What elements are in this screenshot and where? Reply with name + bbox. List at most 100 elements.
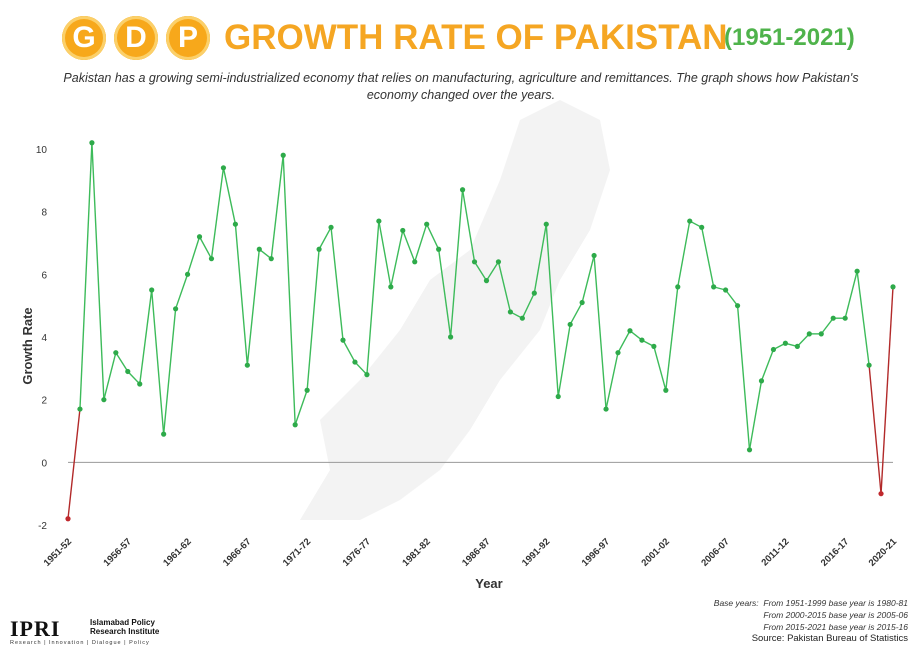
data-point	[687, 218, 693, 224]
data-point	[711, 284, 717, 290]
data-point	[232, 221, 238, 227]
data-point	[854, 268, 860, 274]
series-segment	[366, 221, 380, 375]
badge-letter-g: G	[72, 21, 96, 54]
series-segment	[665, 286, 679, 391]
data-point	[184, 271, 191, 277]
logo-name: Islamabad Policy Research Institute	[90, 618, 159, 636]
series-segment	[569, 302, 583, 325]
data-point	[842, 315, 848, 321]
series-segment	[701, 227, 715, 288]
x-tick-label: 2001-02	[640, 536, 672, 568]
data-point	[424, 221, 430, 227]
series-segment	[844, 271, 858, 319]
d-badge: D	[114, 16, 158, 60]
x-tick-label: 1981-82	[400, 536, 432, 568]
series-segment	[150, 289, 165, 435]
data-point	[65, 516, 71, 522]
series-segment	[246, 249, 261, 366]
data-point	[459, 187, 466, 193]
data-point	[364, 372, 370, 378]
data-point	[531, 290, 537, 296]
data-point	[316, 246, 322, 252]
series-segment	[330, 227, 344, 341]
series-segment	[820, 317, 834, 335]
data-point	[125, 368, 131, 375]
x-tick-label: 2011-12	[759, 536, 791, 568]
data-point	[161, 431, 167, 437]
series-segment	[545, 224, 559, 397]
series-segment	[880, 286, 894, 494]
series-segment	[162, 308, 177, 435]
data-point	[782, 340, 788, 346]
series-segment	[856, 271, 870, 366]
base-year-note-1: From 1951-1999 base year is 1980-81	[763, 598, 908, 608]
series-segment	[593, 255, 607, 410]
data-point	[495, 259, 502, 265]
data-point	[579, 299, 585, 306]
series-segment	[390, 230, 404, 288]
x-tick-label: 1986-87	[460, 536, 492, 568]
series-segment	[437, 249, 452, 338]
series-segment	[127, 370, 141, 385]
data-point	[256, 246, 262, 252]
y-tick-label: 4	[41, 333, 47, 344]
series-segment	[402, 230, 416, 263]
data-point	[639, 337, 645, 343]
x-tick-label: 1996-97	[580, 536, 612, 568]
year-range: (1951-2021)	[724, 24, 855, 51]
series-segment	[198, 236, 213, 260]
series-segment	[210, 167, 225, 259]
data-point	[663, 387, 669, 393]
base-year-note-3: From 2015-2021 base year is 2015-16	[763, 622, 908, 632]
data-point	[400, 227, 406, 234]
subtitle: Pakistan has a growing semi-industrializ…	[63, 71, 859, 102]
x-tick-label: 1976-77	[341, 536, 373, 568]
data-point	[483, 278, 490, 284]
data-point	[591, 252, 597, 259]
data-point	[340, 337, 346, 343]
series-segment	[449, 189, 464, 338]
data-point	[89, 140, 95, 146]
series-segment	[378, 220, 392, 287]
series-segment	[473, 261, 488, 281]
data-points	[65, 140, 896, 522]
series-segment	[270, 155, 284, 259]
x-tick-label: 2020-21	[867, 536, 900, 569]
series-segment	[67, 408, 81, 519]
y-tick-label: 0	[41, 458, 47, 469]
data-point	[244, 362, 250, 368]
logo-name-line1: Islamabad Policy	[90, 618, 155, 627]
series-segment	[521, 292, 535, 319]
data-point	[436, 246, 442, 252]
x-tick-label: 2016-17	[819, 536, 851, 568]
x-tick-label: 1951-52	[42, 536, 74, 568]
series-segment	[868, 365, 882, 494]
series-segment	[725, 289, 739, 307]
y-tick-label: 10	[36, 145, 48, 156]
series-segment	[653, 346, 667, 391]
source-note: Source: Pakistan Bureau of Statistics	[751, 633, 908, 644]
series-segment	[796, 333, 810, 347]
x-tick-labels: 1951-52 1956-57 1961-62 1966-67 1971-72 1976-…	[42, 536, 900, 569]
data-point	[77, 406, 83, 412]
data-point	[555, 393, 561, 400]
base-year-note-2: From 2000-2015 base year is 2005-06	[763, 610, 908, 620]
series-segment	[748, 380, 763, 450]
series-segment	[736, 305, 751, 450]
base-year-line-1: Base years: From 1951-1999 base year is …	[714, 597, 908, 609]
data-point	[890, 284, 896, 290]
series-segment	[186, 236, 201, 275]
data-point	[471, 259, 478, 265]
data-point	[113, 350, 119, 356]
data-point	[208, 256, 215, 262]
data-point	[866, 362, 872, 368]
series-segment	[318, 226, 332, 250]
data-point	[137, 381, 143, 387]
series-segment	[461, 189, 476, 262]
series-segment	[617, 330, 631, 354]
series-segment	[79, 142, 93, 410]
data-point	[806, 331, 812, 337]
series-segment	[414, 223, 428, 263]
series-segment	[234, 224, 249, 366]
